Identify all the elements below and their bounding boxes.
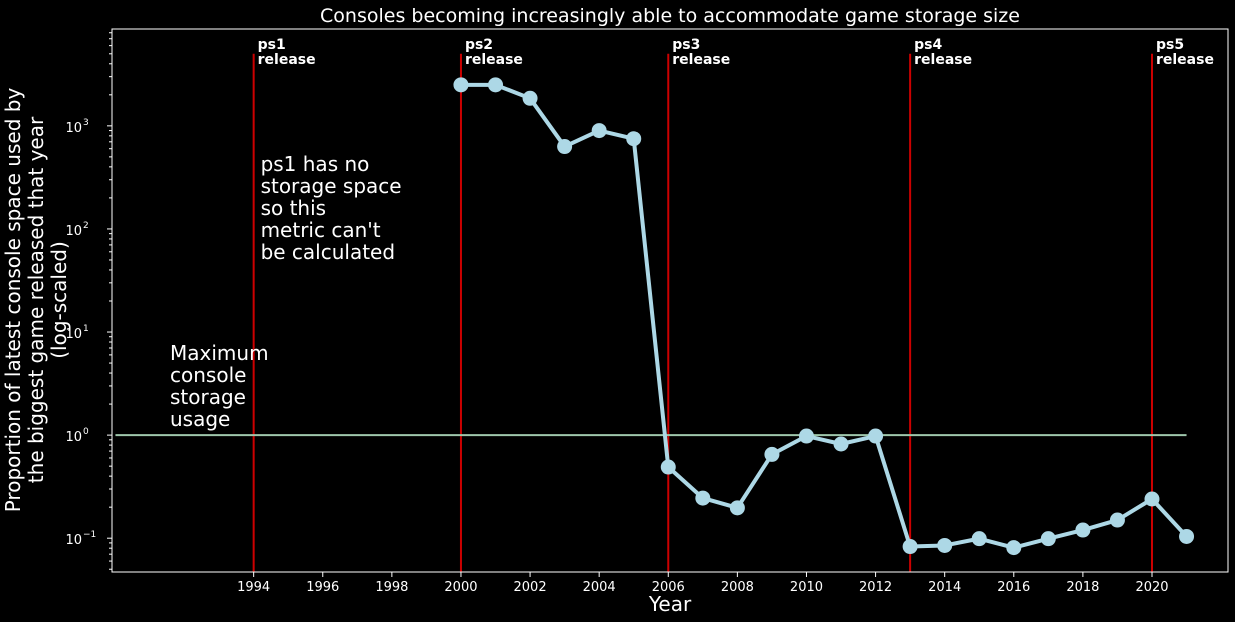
data-point (902, 539, 918, 555)
x-tick-label: 2020 (1135, 580, 1168, 595)
y-tick-exponent: 1 (83, 324, 89, 334)
x-tick-label: 2000 (444, 580, 477, 595)
release-label: ps5 release (1156, 37, 1214, 68)
x-tick-label: 1998 (375, 580, 408, 595)
data-point (522, 90, 538, 106)
y-tick-exponent: 3 (83, 118, 89, 128)
data-point (764, 446, 780, 462)
reference-line-label-line: Maximum (170, 341, 269, 365)
release-label-line: ps3 (672, 37, 700, 53)
y-tick-label: 10 (65, 327, 82, 342)
data-point (729, 500, 745, 516)
x-tick-label: 1994 (237, 580, 270, 595)
y-tick-label: 10 (65, 533, 82, 548)
release-label: ps1 release (258, 37, 316, 68)
x-tick-label: 1996 (306, 580, 339, 595)
annotations: ps1 has no storage space so this metric can… (261, 152, 402, 264)
y-tick-label: 10 (65, 121, 82, 136)
data-point (971, 531, 987, 547)
data-point (1179, 528, 1195, 544)
y-axis-label: Proportion of latest console space used … (1, 88, 71, 513)
reference-line-label: Maximum console storage usage (170, 341, 269, 431)
reference-line-label-line: usage (170, 407, 230, 431)
x-axis-label: Year (648, 592, 692, 616)
data-point (1109, 512, 1125, 528)
x-tick-label: 2012 (859, 580, 892, 595)
y-axis-label-line: (log-scaled) (47, 241, 71, 359)
plot-frame (111, 28, 1229, 573)
data-point (626, 131, 642, 147)
annotation-line: so this (261, 196, 327, 220)
data-point (868, 428, 884, 444)
reference-line-label-line: console (170, 363, 246, 387)
data-point (798, 428, 814, 444)
x-tick-label: 2002 (514, 580, 547, 595)
release-label-line: ps5 (1156, 37, 1184, 53)
release-label-line: release (465, 52, 523, 68)
x-tick-label: 2018 (1066, 580, 1099, 595)
annotation-text: ps1 has no storage space so this metric can… (261, 152, 402, 264)
data-point (1144, 491, 1160, 507)
annotation-line: storage space (261, 174, 402, 198)
release-label: ps2 release (465, 37, 523, 68)
data-point (591, 123, 607, 139)
data-point (937, 537, 953, 553)
release-label-line: release (672, 52, 730, 68)
data-point (833, 436, 849, 452)
y-axis-label-line: Proportion of latest console space used … (1, 88, 25, 513)
y-tick-label: 10 (65, 430, 82, 445)
annotation-line: be calculated (261, 240, 396, 264)
release-label-line: release (258, 52, 316, 68)
chart-title: Consoles becoming increasingly able to a… (320, 5, 1020, 27)
series-group (453, 77, 1195, 556)
x-tick-label: 2008 (721, 580, 754, 595)
y-tick-exponent: −1 (83, 530, 96, 540)
x-tick-label: 2016 (997, 580, 1030, 595)
release-label-line: ps1 (258, 37, 286, 53)
release-label-line: ps4 (914, 37, 942, 53)
reference-line-label-line: storage (170, 385, 246, 409)
y-tick-exponent: 2 (83, 221, 89, 231)
release-label-line: release (914, 52, 972, 68)
annotation-line: metric can't (261, 218, 381, 242)
data-point (1075, 522, 1091, 538)
y-tick-exponent: 0 (83, 427, 89, 437)
data-point (453, 77, 469, 93)
reference-line-group: Maximum console storage usage (115, 341, 1187, 437)
release-label-line: release (1156, 52, 1214, 68)
y-tick-label: 10 (65, 224, 82, 239)
data-point (660, 459, 676, 475)
annotation-line: ps1 has no (261, 152, 370, 176)
release-label-line: ps2 (465, 37, 493, 53)
x-axis: 1994 1996 1998 2000 2002 2004 2006 2008 2010 2012… (237, 572, 1169, 595)
data-point (695, 490, 711, 506)
data-point (557, 139, 573, 155)
release-label: ps3 release (672, 37, 730, 68)
x-tick-label: 2006 (652, 580, 685, 595)
y-axis-label-line: the biggest game released that year (24, 116, 48, 483)
release-label: ps4 release (914, 37, 972, 68)
x-tick-label: 2014 (928, 580, 961, 595)
data-point (1040, 531, 1056, 547)
x-tick-label: 2004 (583, 580, 616, 595)
data-point (488, 77, 504, 93)
x-tick-label: 2010 (790, 580, 823, 595)
data-point (1006, 540, 1022, 556)
series-line (460, 82, 1189, 550)
